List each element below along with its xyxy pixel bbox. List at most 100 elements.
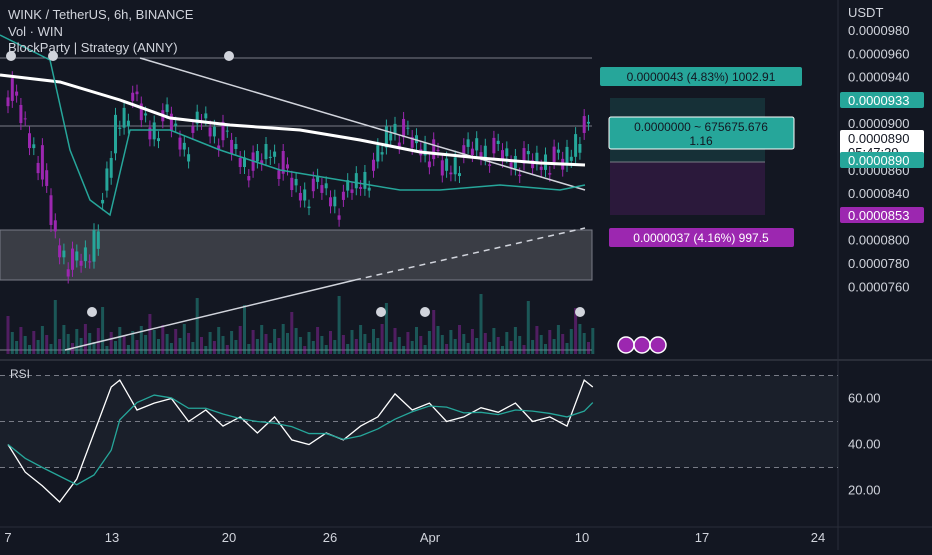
volume-bar — [406, 332, 410, 354]
candle-body — [152, 122, 156, 140]
candle-body — [479, 152, 483, 159]
strategy-indicator-label[interactable]: BlockParty | Strategy (ANNY) — [8, 40, 178, 55]
volume-indicator-label[interactable]: Vol · WIN — [8, 24, 63, 39]
ascending-trendline — [64, 279, 356, 351]
candle-body — [15, 91, 19, 96]
candle-body — [286, 164, 289, 169]
volume-bar — [264, 334, 268, 354]
candle-body — [165, 104, 169, 112]
volume-bar — [187, 333, 191, 354]
volume-bar — [389, 342, 393, 354]
volume-bar — [182, 324, 186, 354]
volume-bar — [66, 334, 70, 354]
rsi-indicator-label[interactable]: RSI — [10, 367, 31, 381]
candle-body — [157, 138, 160, 142]
volume-bar — [45, 335, 49, 354]
candle-body — [290, 177, 294, 191]
candle-body — [230, 139, 234, 154]
volume-bar — [419, 336, 423, 354]
candle-body — [96, 231, 100, 249]
volume-bar — [247, 344, 251, 354]
candle-body — [453, 157, 457, 175]
candle-body — [126, 120, 130, 127]
candle-body — [501, 150, 504, 161]
volume-bar — [23, 336, 27, 354]
candle-body — [488, 164, 492, 166]
volume-bar — [40, 326, 44, 354]
candle-body — [303, 189, 307, 201]
candle-body — [432, 139, 436, 160]
candle-body — [225, 130, 229, 132]
volume-bar — [526, 301, 530, 354]
candle-body — [221, 121, 225, 141]
price-badge-bg — [840, 207, 924, 223]
volume-bar — [298, 337, 302, 354]
volume-bar — [238, 326, 242, 354]
volume-bar — [501, 346, 504, 354]
candle-body — [83, 247, 87, 262]
volume-bar — [350, 330, 354, 354]
volume-bar — [337, 296, 341, 354]
volume-bar — [449, 330, 453, 354]
volume-bar — [307, 332, 311, 354]
volume-bar — [329, 331, 332, 354]
symbol-title[interactable]: WINK / TetherUS, 6h, BINANCE — [8, 7, 194, 22]
candle-body — [363, 171, 367, 189]
volume-bar — [591, 328, 595, 354]
candle-body — [522, 148, 526, 164]
candle-body — [509, 162, 513, 169]
candle-body — [423, 142, 427, 156]
volume-bar — [415, 327, 418, 354]
price-badge-label: 0.0000890 — [848, 153, 909, 168]
volume-bar — [92, 342, 96, 354]
volume-bar — [114, 341, 117, 354]
candle-body — [505, 148, 509, 157]
candle-body — [406, 127, 410, 129]
volume-bar — [565, 343, 569, 354]
volume-bar — [273, 329, 277, 354]
support-zone — [0, 229, 593, 281]
price-tick-label: 0.0000840 — [848, 186, 909, 201]
candle-body — [40, 145, 44, 180]
volume-bar — [359, 325, 363, 354]
candle-body — [58, 245, 62, 258]
candle-body — [195, 111, 199, 124]
candle-body — [208, 127, 212, 137]
volume-bar — [535, 326, 539, 354]
volume-bar — [544, 344, 547, 354]
candle-body — [496, 140, 500, 145]
price-tick-label: 0.0000940 — [848, 70, 909, 85]
price-badge-label: 0.0000933 — [848, 93, 909, 108]
volume-bar — [324, 345, 328, 354]
candle-body — [410, 137, 414, 148]
volume-bar — [294, 328, 298, 354]
volume-bar — [458, 325, 461, 354]
volume-bar — [470, 329, 474, 354]
volume-bar — [148, 314, 152, 354]
candle-body — [23, 118, 27, 120]
candle-body — [393, 123, 397, 134]
candle-body — [415, 135, 418, 144]
rsi-tick-label: 60.00 — [848, 391, 881, 406]
candle-body — [264, 144, 268, 160]
time-tick-label: 17 — [695, 530, 709, 545]
volume-bar — [548, 330, 552, 354]
candle-body — [260, 160, 264, 164]
rsi-line — [7, 379, 594, 503]
volume-bar — [152, 330, 156, 354]
volume-bar — [320, 336, 324, 354]
candle-body — [131, 92, 135, 101]
volume-bar — [75, 329, 79, 354]
candle-body — [458, 173, 461, 177]
signal-badge-icon — [633, 336, 651, 354]
volume-bar — [191, 342, 195, 354]
target-label: 0.0000043 (4.83%) 1002.91 — [627, 70, 776, 84]
volume-bar — [290, 312, 294, 354]
candle-body — [518, 174, 522, 177]
descending-trendline — [139, 57, 586, 191]
candle-body — [217, 145, 221, 150]
volume-bar — [432, 310, 436, 354]
candle-body — [234, 144, 238, 149]
